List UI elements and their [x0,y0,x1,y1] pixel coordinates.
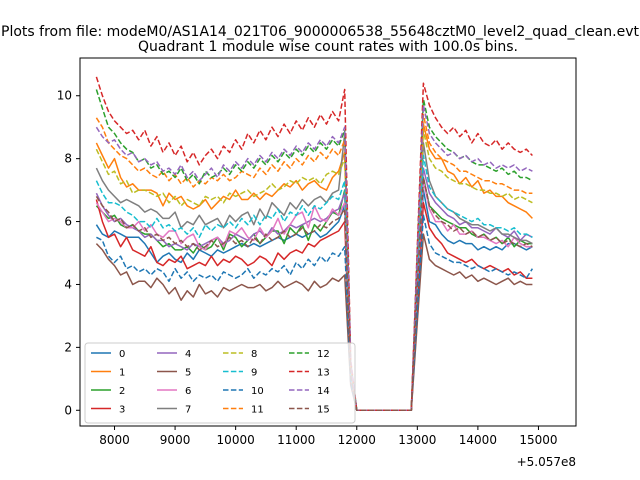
series-line-13 [95,76,533,412]
figure-suptitle: Plots from file: modeM0/AS1A14_021T06_90… [1,24,639,40]
y-tick-label: 0 [64,403,72,417]
legend-label-14: 14 [317,386,330,397]
series-line-15 [95,176,533,412]
legend-label-8: 8 [251,349,257,360]
series-line-4 [95,167,533,412]
y-tick-label: 6 [64,215,72,229]
series-line-7 [95,132,533,412]
legend-box [84,342,356,424]
y-tick-label: 4 [64,277,72,291]
series-line-10 [96,214,534,412]
x-tick-label: 9000 [160,433,191,447]
x-tick-label: 13000 [398,433,436,447]
legend-label-9: 9 [251,368,257,379]
legend-label-4: 4 [185,349,191,360]
legend-label-10: 10 [251,386,264,397]
x-axis: 8000 9000 10000 11000 12000 13000 14000 15000 [99,426,558,447]
series-line-2 [95,176,533,412]
series-line-11 [95,113,533,412]
series-line-8 [95,129,533,412]
x-tick-label: 8000 [99,433,130,447]
y-tick-label: 2 [64,340,72,354]
series-line-5 [95,233,533,412]
y-tick-label: 10 [57,89,72,103]
x-tick-label: 11000 [277,433,315,447]
legend-label-2: 2 [119,386,125,397]
legend-label-6: 6 [185,386,191,397]
legend-label-13: 13 [317,368,330,379]
series-layer [95,76,534,412]
legend-label-0: 0 [119,349,125,360]
series-line-9 [95,154,533,412]
x-tick-label: 12000 [338,433,376,447]
x-tick-label: 14000 [459,433,497,447]
series-line-14 [95,104,533,412]
x-tick-label: 15000 [519,433,557,447]
series-line-3 [95,199,533,412]
legend-label-15: 15 [317,405,330,416]
y-axis: 0 2 4 6 8 10 [57,89,80,417]
legend-label-11: 11 [251,405,264,416]
legend-label-3: 3 [119,405,125,416]
plot-title: Quadrant 1 module wise count rates with … [138,39,518,55]
x-offset-label: +5.057e8 [517,455,576,469]
legend-label-7: 7 [185,405,191,416]
plot-frame [79,57,577,427]
legend-label-1: 1 [119,368,125,379]
legend-label-12: 12 [317,349,330,360]
y-tick-label: 8 [64,152,72,166]
x-tick-label: 10000 [217,433,255,447]
legend-label-5: 5 [185,368,191,379]
